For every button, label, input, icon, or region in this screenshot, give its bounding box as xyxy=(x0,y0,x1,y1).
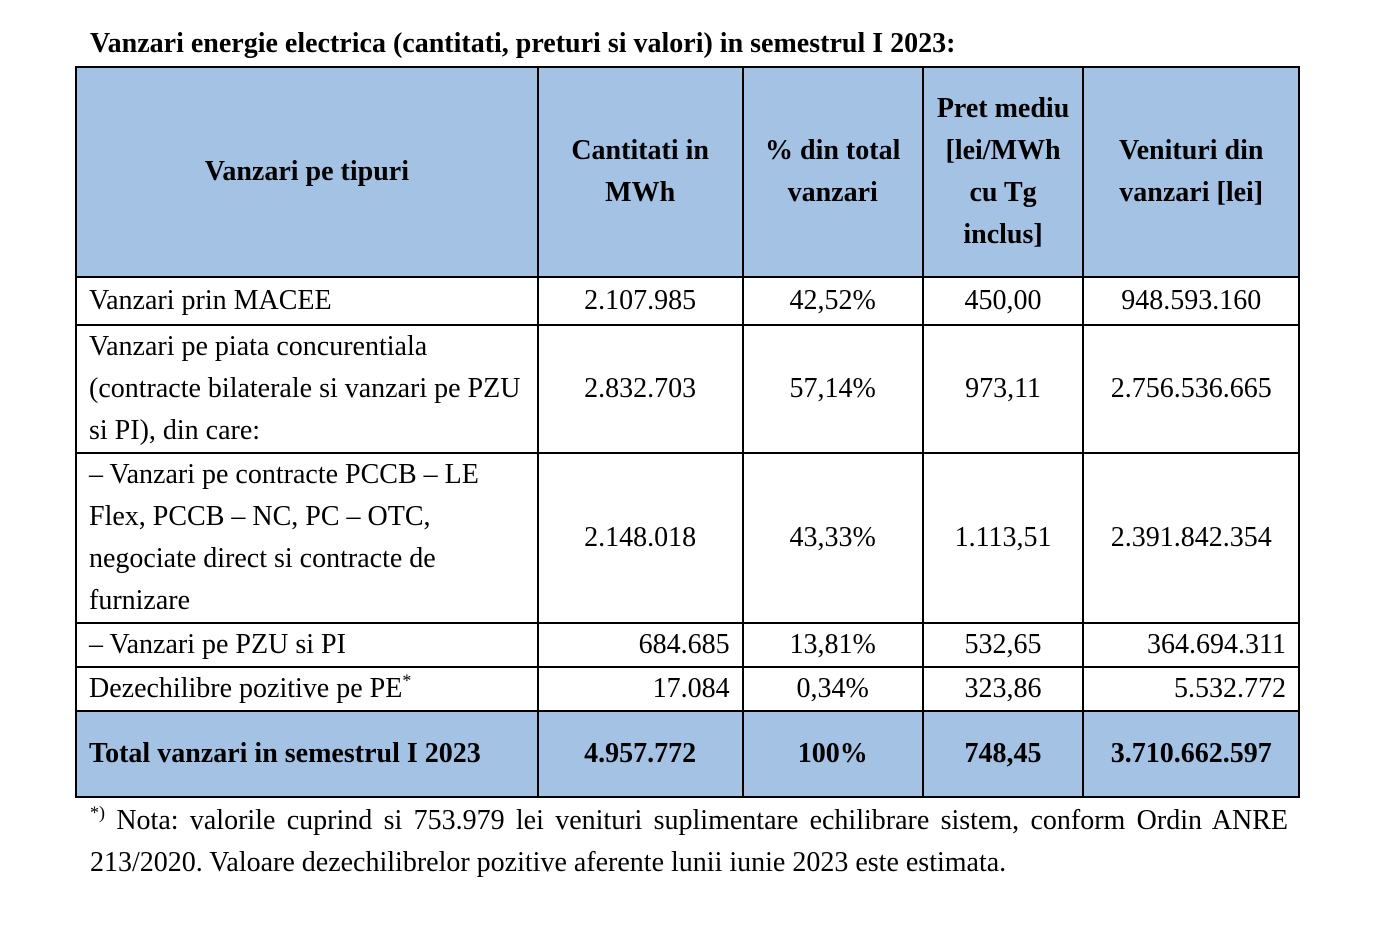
total-row: Total vanzari in semestrul I 2023 4.957.… xyxy=(75,710,1300,798)
row-procent: 43,33% xyxy=(741,452,924,624)
row-pret: 532,65 xyxy=(921,622,1085,668)
sales-table: Vanzari pe tipuri Cantitati in MWh % din… xyxy=(75,66,1300,798)
row-procent: 57,14% xyxy=(741,324,924,454)
header-vanzari-pe-tipuri: Vanzari pe tipuri xyxy=(75,66,539,278)
row-venituri: 364.694.311 xyxy=(1082,622,1300,668)
row-pret: 450,00 xyxy=(921,276,1085,326)
row-label-text: Dezechilibre pozitive pe PE xyxy=(89,673,403,704)
row-cantitate: 684.685 xyxy=(536,622,744,668)
row-venituri: 948.593.160 xyxy=(1082,276,1300,326)
total-label: Total vanzari in semestrul I 2023 xyxy=(75,710,539,798)
header-cantitati: Cantitati in MWh xyxy=(536,66,744,278)
row-label: Vanzari prin MACEE xyxy=(75,276,539,326)
table-row: – Vanzari pe contracte PCCB – LE Flex, P… xyxy=(75,452,1300,624)
total-pret: 748,45 xyxy=(921,710,1085,798)
row-procent: 13,81% xyxy=(741,622,924,668)
row-cantitate: 17.084 xyxy=(536,666,744,712)
row-pret: 973,11 xyxy=(921,324,1085,454)
total-cantitate: 4.957.772 xyxy=(536,710,744,798)
table-row: Dezechilibre pozitive pe PE* 17.084 0,34… xyxy=(75,666,1300,712)
table-row: Vanzari pe piata concurentiala (contract… xyxy=(75,324,1300,454)
header-pret-mediu: Pret mediu [lei/MWh cu Tg inclus] xyxy=(921,66,1085,278)
row-cantitate: 2.148.018 xyxy=(536,452,744,624)
header-row: Vanzari pe tipuri Cantitati in MWh % din… xyxy=(75,66,1300,278)
footnote: *) Nota: valorile cuprind si 753.979 lei… xyxy=(90,800,1288,884)
row-label: Vanzari pe piata concurentiala (contract… xyxy=(75,324,539,454)
header-venituri: Venituri din vanzari [lei] xyxy=(1082,66,1300,278)
row-procent: 42,52% xyxy=(741,276,924,326)
row-venituri: 5.532.772 xyxy=(1082,666,1300,712)
row-pret: 323,86 xyxy=(921,666,1085,712)
table-row: – Vanzari pe PZU si PI 684.685 13,81% 53… xyxy=(75,622,1300,668)
row-cantitate: 2.107.985 xyxy=(536,276,744,326)
table-title: Vanzari energie electrica (cantitati, pr… xyxy=(90,28,956,59)
footnote-mark: *) xyxy=(90,802,105,823)
row-venituri: 2.756.536.665 xyxy=(1082,324,1300,454)
row-procent: 0,34% xyxy=(741,666,924,712)
row-label: – Vanzari pe contracte PCCB – LE Flex, P… xyxy=(75,452,539,624)
footnote-text: Nota: valorile cuprind si 753.979 lei ve… xyxy=(90,805,1288,878)
row-pret: 1.113,51 xyxy=(921,452,1085,624)
table-row: Vanzari prin MACEE 2.107.985 42,52% 450,… xyxy=(75,276,1300,326)
row-cantitate: 2.832.703 xyxy=(536,324,744,454)
footnote-marker: * xyxy=(402,670,412,691)
total-venituri: 3.710.662.597 xyxy=(1082,710,1300,798)
row-venituri: 2.391.842.354 xyxy=(1082,452,1300,624)
row-label: – Vanzari pe PZU si PI xyxy=(75,622,539,668)
header-procent: % din total vanzari xyxy=(741,66,924,278)
row-label: Dezechilibre pozitive pe PE* xyxy=(75,666,539,712)
total-procent: 100% xyxy=(741,710,924,798)
